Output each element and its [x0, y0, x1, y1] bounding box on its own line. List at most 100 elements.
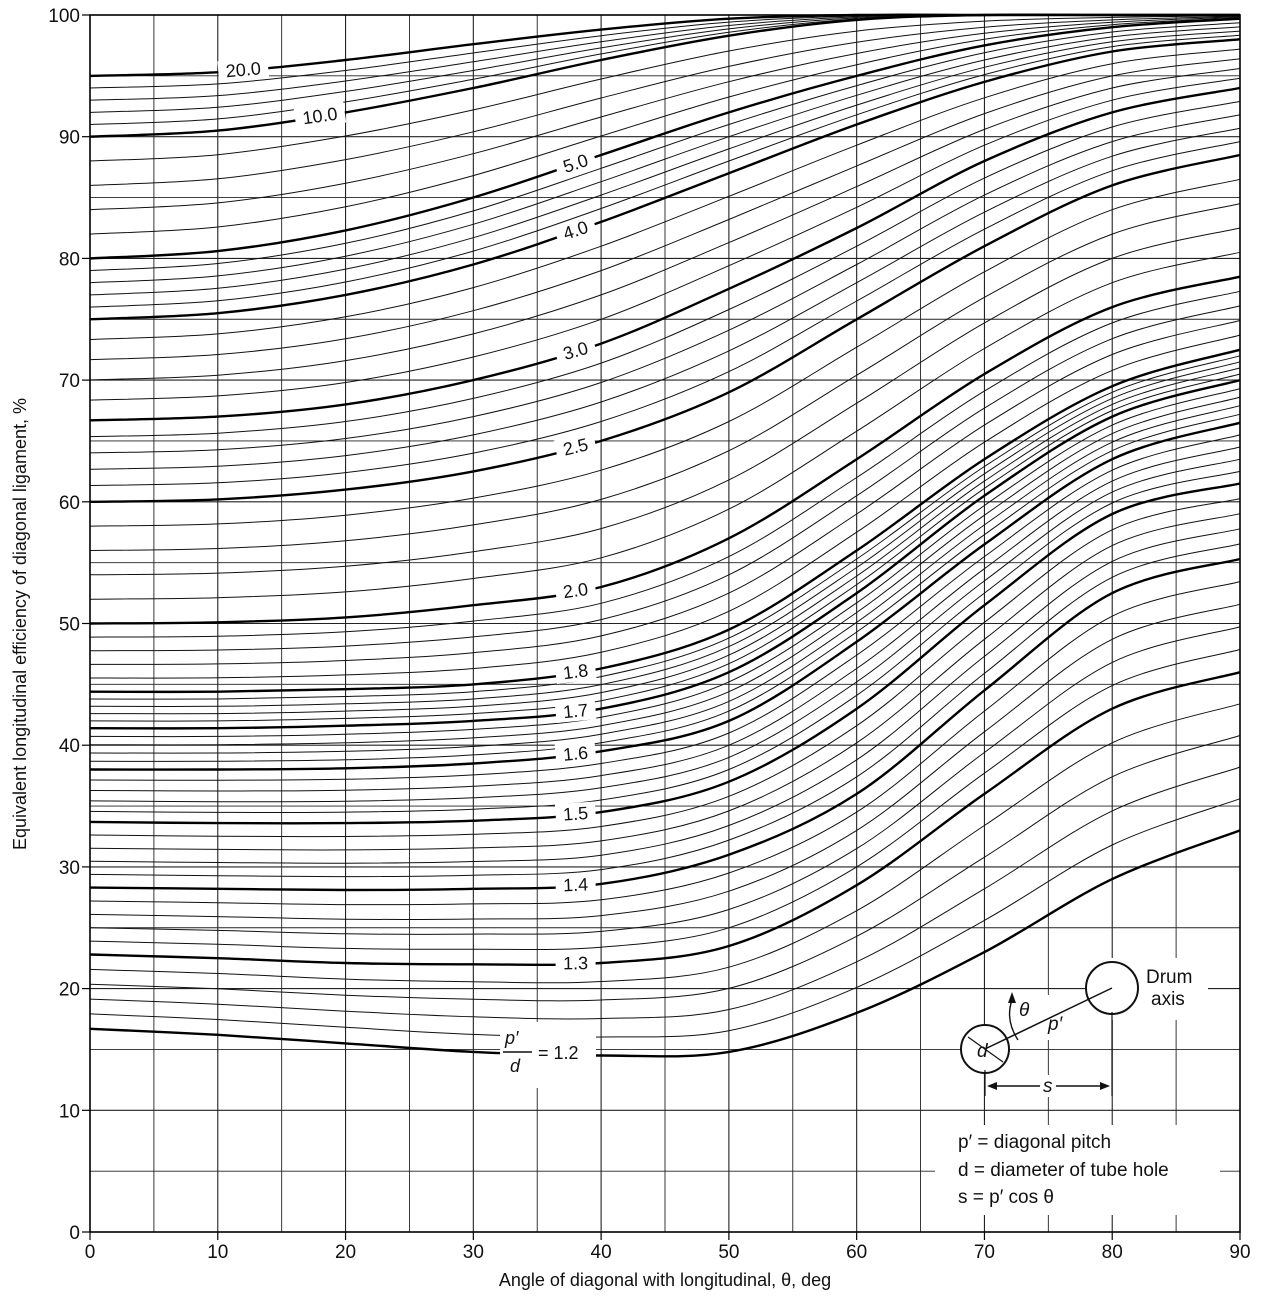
curve-label: 2.5: [561, 434, 590, 459]
curve-label: 1.5: [562, 803, 588, 825]
curve-label-bg: [554, 576, 597, 604]
x-tick-label: 0: [85, 1242, 96, 1263]
curve-label-group: 1.3: [555, 952, 596, 974]
curve-label-group: 3.0: [553, 334, 598, 366]
curve-label-bg: [553, 213, 598, 247]
curve-label: 1.3: [563, 953, 588, 973]
x-tick-label: 30: [463, 1242, 484, 1263]
minor-curve: [89, 528, 1241, 864]
diagonal-pitch-line: [984, 987, 1113, 1050]
curve-label-group: 5.0: [553, 146, 598, 180]
minor-curve: [89, 58, 1241, 361]
y-tick-label: 30: [59, 858, 80, 879]
axes: 0 10 20 30 40 50 60 70 80 90 0 10 20 30 40 50 60 70 80 90 10…: [48, 6, 1250, 1263]
minor-curve: [89, 251, 1241, 600]
minor-curve: [89, 766, 1241, 1020]
curve-label: 2.0: [562, 579, 590, 602]
series-line-1-6: [89, 421, 1241, 771]
minor-curve: [89, 334, 1241, 679]
curve-label-group: 1.6: [554, 740, 597, 766]
curve-label-group: 1.7: [554, 698, 597, 723]
minor-curve: [89, 320, 1241, 665]
equals-label: = 1.2: [538, 1043, 579, 1063]
x-tick-label: 10: [207, 1242, 228, 1263]
minor-curve: [89, 446, 1241, 792]
y-tick-label: 80: [59, 249, 80, 270]
minor-curve: [89, 34, 1241, 308]
minor-curve: [89, 30, 1241, 296]
series-line-3-0: [89, 86, 1241, 422]
minor-curve: [89, 127, 1241, 470]
minor-curve: [89, 470, 1241, 814]
curve-label: 1.7: [562, 700, 589, 722]
legend-line-1: p′ = diagonal pitch: [958, 1132, 1111, 1153]
curve-label: 1.4: [563, 874, 589, 895]
minor-curve: [89, 17, 1241, 235]
minor-curve: [89, 498, 1241, 838]
minor-curve: [89, 16, 1241, 211]
minor-curve: [89, 361, 1241, 707]
p-prime-numerator: p′: [504, 1028, 519, 1048]
d-denominator: d: [510, 1056, 521, 1076]
curve-label-bg: [555, 873, 596, 896]
series-lines: [89, 13, 1241, 1058]
theta-arrowhead: [1008, 992, 1016, 1003]
curve-label: 10.0: [301, 104, 339, 129]
y-tick-label: 50: [59, 615, 80, 636]
minor-curve: [89, 581, 1241, 906]
minor-curve: [89, 413, 1241, 762]
curve-label: 20.0: [225, 58, 262, 81]
minor-curve: [89, 15, 1241, 162]
x-tick-label: 90: [1229, 1242, 1250, 1263]
series-line-1-2: [89, 829, 1241, 1058]
curve-label-bg: [553, 146, 598, 180]
series-line-1-5: [89, 482, 1241, 825]
curve-label-group: 2.5: [553, 431, 598, 462]
minor-curve: [89, 396, 1241, 746]
minor-curve: [89, 543, 1241, 878]
legend-line-2: d = diameter of tube hole: [958, 1160, 1169, 1181]
legend-line-3: s = p′ cos θ: [958, 1187, 1054, 1208]
drum-label: Drum: [1146, 967, 1192, 988]
minor-curve: [89, 48, 1241, 340]
curve-label: 1.6: [562, 743, 589, 765]
curve-label-group: 1.4: [555, 873, 596, 896]
minor-curve: [89, 458, 1241, 803]
minor-curves: [89, 14, 1241, 1038]
minor-curve: [89, 77, 1241, 401]
curve-label-group: 1.5: [554, 801, 597, 826]
y-tick-label: 40: [59, 736, 80, 757]
minor-curve: [89, 141, 1241, 486]
x-tick-label: 20: [335, 1242, 356, 1263]
p-prime-label: p′: [1047, 1014, 1064, 1035]
curve-label-group: 10.0: [293, 101, 347, 130]
minor-curve: [89, 798, 1241, 1038]
minor-curve: [89, 114, 1241, 454]
minor-curve: [89, 16, 1241, 186]
curve-label-group: 4.0: [553, 213, 598, 247]
d-label: d: [977, 1041, 989, 1062]
x-axis-title: Angle of diagonal with longitudinal, θ, …: [499, 1270, 831, 1290]
x-tick-label: 70: [974, 1242, 995, 1263]
y-tick-label: 90: [59, 128, 80, 149]
curve-label-bg: [554, 698, 597, 723]
series-line-4-0: [89, 38, 1241, 321]
curve-label-group: 1.8: [554, 658, 597, 685]
minor-curve: [89, 649, 1241, 950]
d-arrow: [967, 1036, 1004, 1063]
series-line-1-7: [89, 378, 1241, 730]
curve-label: 1.8: [562, 660, 589, 683]
minor-curve: [89, 203, 1241, 551]
curve-label-group: 2.0: [554, 576, 597, 604]
theta-arc: [1008, 999, 1019, 1041]
minor-curve: [89, 26, 1241, 284]
minor-curve: [89, 305, 1241, 652]
series-line-2-0: [89, 275, 1241, 625]
minor-curve: [89, 68, 1241, 381]
minor-curve: [89, 513, 1241, 851]
series-line-1-4: [89, 557, 1241, 892]
y-tick-label: 70: [59, 371, 80, 392]
minor-curve: [89, 388, 1241, 738]
s-label: s: [1043, 1076, 1053, 1097]
